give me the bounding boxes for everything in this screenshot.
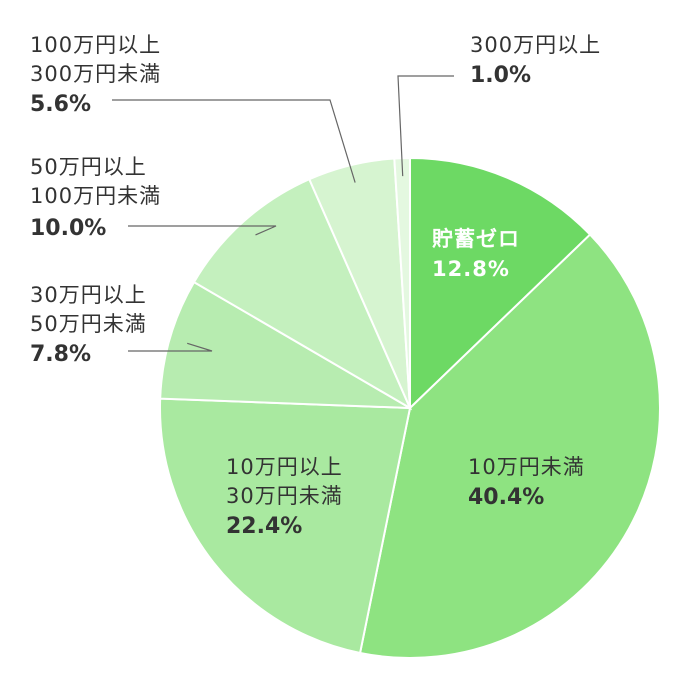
slice-value-100-300man: 5.6%	[30, 92, 91, 117]
slice-label-over-300man: 300万円以上	[470, 33, 601, 57]
slice-label-50-100man-line1: 50万円以上	[30, 155, 147, 179]
slice-label-30-50man-line2: 50万円未満	[30, 312, 147, 336]
slice-label-under-10man: 10万円未満	[468, 455, 585, 479]
leader-lines	[112, 75, 454, 352]
pie-slice-0	[409, 156, 592, 411]
slice-label-savings-zero: 貯蓄ゼロ	[432, 227, 520, 251]
slice-value-10-30man: 22.4%	[226, 514, 302, 539]
slice-label-100-300man-line1: 100万円以上	[30, 33, 161, 57]
slice-value-50-100man: 10.0%	[30, 216, 106, 241]
leader-line-5	[112, 99, 356, 183]
pie-slice-3	[159, 280, 411, 409]
leader-line-4	[128, 225, 277, 236]
pie-slice-4	[192, 177, 413, 411]
slice-label-50-100man-line2: 100万円未満	[30, 184, 161, 208]
pie-slice-1	[358, 233, 661, 659]
slice-value-under-10man: 40.4%	[468, 485, 544, 510]
pie-slices	[159, 156, 661, 659]
leader-line-3	[128, 342, 213, 352]
leader-line-6	[397, 75, 454, 177]
slice-label-10-30man-line1: 10万円以上	[226, 455, 343, 479]
slice-label-10-30man-line2: 30万円未満	[226, 484, 343, 508]
slice-value-over-300man: 1.0%	[470, 63, 531, 88]
slice-label-30-50man-line1: 30万円以上	[30, 283, 147, 307]
slice-label-100-300man-line2: 300万円未満	[30, 62, 161, 86]
pie-slice-2	[159, 397, 412, 655]
slice-value-savings-zero: 12.8%	[432, 257, 510, 281]
slice-value-30-50man: 7.8%	[30, 342, 91, 367]
